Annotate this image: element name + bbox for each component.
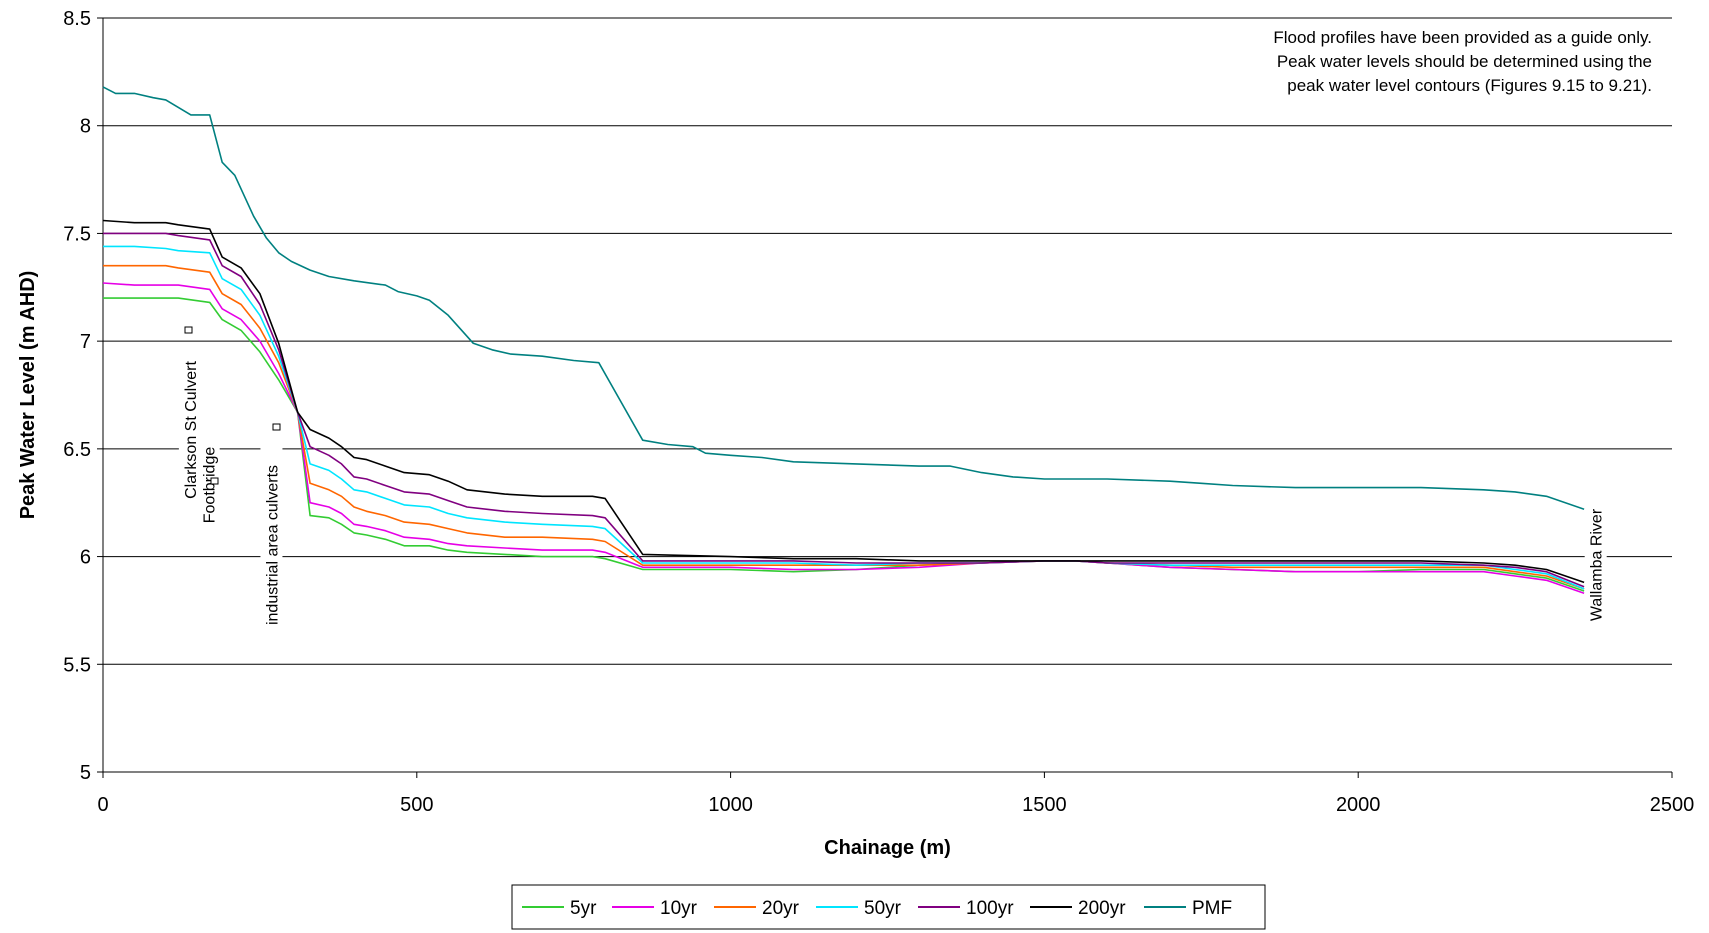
guidance-note: Flood profiles have been provided as a g… (1273, 28, 1652, 95)
x-tick-label: 0 (97, 794, 108, 816)
legend-item: 10yr (612, 898, 698, 919)
y-axis-title: Peak Water Level (m AHD) (17, 271, 39, 520)
y-tick-label: 6 (80, 547, 91, 569)
legend-item: 20yr (714, 898, 800, 919)
legend-label: 50yr (864, 898, 902, 919)
legend-label: 100yr (966, 898, 1014, 919)
y-tick-label: 5.5 (63, 654, 91, 676)
axes: 5 5.5 6 6.5 7 7.5 8 8.5 0 500 1000 1500 2000 2500 (63, 8, 1694, 816)
x-axis-title: Chainage (m) (824, 837, 951, 859)
y-tick-label: 5 (80, 762, 91, 784)
gridlines (103, 17, 1672, 665)
annotation-bg (1584, 499, 1607, 631)
y-tick-label: 8.5 (63, 8, 91, 30)
y-tick-label: 7.5 (63, 223, 91, 245)
y-tick-label: 6.5 (63, 439, 91, 461)
series-line-5yr (103, 297, 1585, 592)
legend-label: 5yr (570, 898, 597, 919)
x-tick-label: 2500 (1650, 794, 1695, 816)
series-line-20yr (103, 264, 1585, 590)
annotation-text: industrial area culverts (264, 465, 281, 625)
series-lines (102, 86, 1585, 594)
structure-marker (272, 423, 281, 431)
x-tick-label: 500 (400, 794, 433, 816)
legend-label: PMF (1192, 898, 1232, 919)
legend-item: 50yr (816, 898, 902, 919)
structure-marker (184, 326, 193, 334)
annotation-text: Footbridge (202, 447, 219, 524)
annotation-bg (260, 436, 283, 654)
legend-label: 10yr (660, 898, 698, 919)
series-line-100yr (103, 232, 1585, 588)
x-tick-label: 1500 (1022, 794, 1067, 816)
legend-label: 20yr (762, 898, 800, 919)
legend-item: 200yr (1030, 898, 1126, 919)
y-tick-label: 8 (80, 116, 91, 138)
legend-label: 200yr (1078, 898, 1126, 919)
series-line-PMF (102, 86, 1585, 510)
legend-item: PMF (1144, 898, 1232, 919)
annotation-label: industrial area culverts (260, 436, 283, 654)
annotation-bg (178, 343, 201, 517)
annotation-label: Footbridge (197, 437, 220, 533)
legend-item: 5yr (522, 898, 597, 919)
legend: 5yr 10yr 20yr 50yr 100yr 200yr PMF (511, 884, 1266, 930)
series-line-10yr (102, 282, 1585, 594)
annotation-label: Clarkson St Culvert (178, 343, 201, 517)
x-tick-label: 2000 (1336, 794, 1381, 816)
structure-marker (210, 477, 219, 485)
x-tick-label: 1000 (708, 794, 753, 816)
annotation-label: Wallamba River (1584, 499, 1607, 631)
annotation-text: Wallamba River (1589, 508, 1606, 621)
annotation-bg (197, 437, 220, 533)
guidance-note-line: peak water level contours (Figures 9.15 … (1287, 76, 1652, 95)
guidance-note-line: Flood profiles have been provided as a g… (1273, 28, 1652, 47)
guidance-note-line: Peak water levels should be determined u… (1277, 52, 1652, 71)
annotation-text: Clarkson St Culvert (183, 361, 200, 499)
series-line-50yr (103, 245, 1585, 590)
annotations: Clarkson St Culvert Footbridge industrial … (178, 326, 1607, 654)
legend-item: 100yr (918, 898, 1014, 919)
y-tick-label: 7 (80, 331, 91, 353)
series-line-200yr (102, 219, 1585, 584)
